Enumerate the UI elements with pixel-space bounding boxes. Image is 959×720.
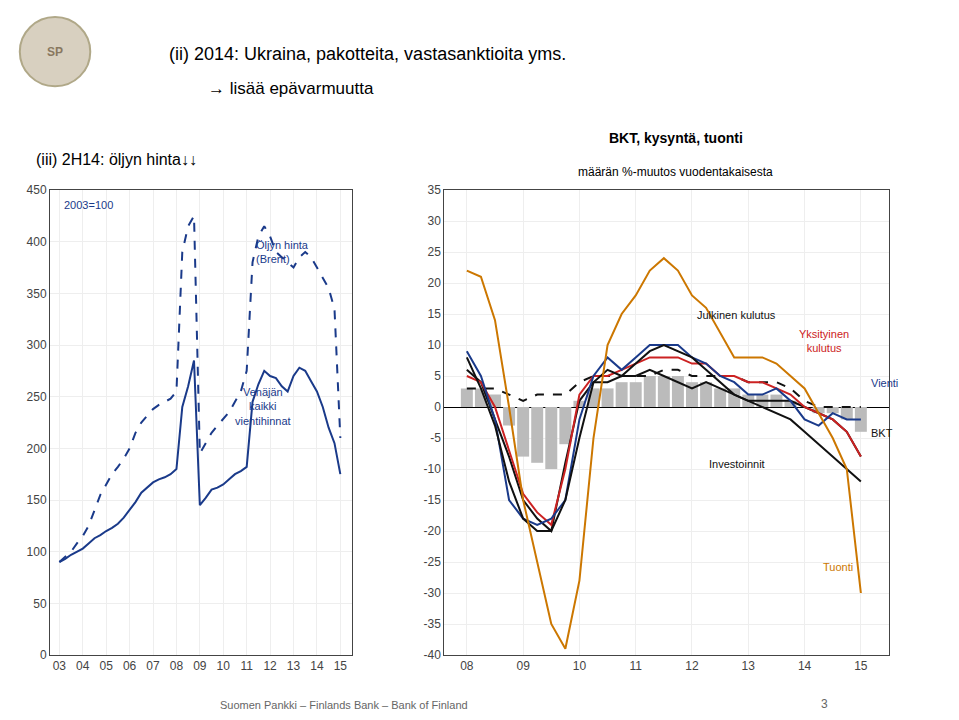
svg-text:-20: -20: [424, 524, 442, 538]
svg-text:Yksityinenkulutus: Yksityinenkulutus: [799, 328, 849, 354]
svg-text:15: 15: [428, 307, 442, 321]
svg-text:Suomen Pankki – Finlands Bank: Suomen Pankki – Finlands Bank – Bank of …: [220, 699, 468, 711]
svg-text:13: 13: [287, 659, 301, 673]
svg-text:SP: SP: [47, 45, 63, 59]
svg-text:06: 06: [123, 659, 137, 673]
svg-text:09: 09: [516, 659, 530, 673]
svg-text:13: 13: [742, 659, 756, 673]
svg-text:-35: -35: [424, 617, 442, 631]
svg-text:300: 300: [27, 338, 47, 352]
svg-text:10: 10: [428, 338, 442, 352]
svg-text:-15: -15: [424, 493, 442, 507]
svg-text:04: 04: [76, 659, 90, 673]
svg-text:10: 10: [217, 659, 231, 673]
svg-text:200: 200: [27, 442, 47, 456]
svg-text:15: 15: [854, 659, 868, 673]
svg-text:-40: -40: [424, 648, 442, 662]
svg-text:15: 15: [334, 659, 348, 673]
svg-text:450: 450: [27, 183, 47, 197]
svg-text:400: 400: [27, 235, 47, 249]
svg-text:Venäjänkaikkivientihinnat: Venäjänkaikkivientihinnat: [235, 386, 291, 427]
svg-text:-10: -10: [424, 462, 442, 476]
svg-text:14: 14: [798, 659, 812, 673]
svg-text:Tuonti: Tuonti: [823, 561, 853, 573]
svg-text:Investoinnit: Investoinnit: [709, 458, 765, 470]
svg-text:25: 25: [428, 245, 442, 259]
svg-text:12: 12: [263, 659, 277, 673]
svg-text:3: 3: [821, 697, 828, 711]
svg-text:09: 09: [193, 659, 207, 673]
svg-text:250: 250: [27, 390, 47, 404]
svg-text:12: 12: [685, 659, 699, 673]
svg-text:14: 14: [310, 659, 324, 673]
svg-text:-30: -30: [424, 586, 442, 600]
svg-text:Öljyn hinta(Brent): Öljyn hinta(Brent): [256, 239, 309, 265]
svg-text:Vienti: Vienti: [871, 377, 898, 389]
svg-text:350: 350: [27, 287, 47, 301]
svg-text:-5: -5: [430, 431, 441, 445]
svg-text:BKT, kysyntä, tuonti: BKT, kysyntä, tuonti: [609, 130, 743, 146]
svg-text:11: 11: [629, 659, 642, 673]
svg-text:→ lisää epävarmuutta: → lisää epävarmuutta: [208, 79, 374, 98]
svg-text:100: 100: [27, 545, 47, 559]
svg-text:10: 10: [573, 659, 587, 673]
svg-text:07: 07: [146, 659, 160, 673]
svg-text:Julkinen kulutus: Julkinen kulutus: [697, 309, 776, 321]
svg-text:määrän %-muutos vuodentakaises: määrän %-muutos vuodentakaisesta: [578, 165, 773, 179]
svg-text:0: 0: [40, 648, 47, 662]
svg-text:03: 03: [53, 659, 67, 673]
svg-text:5: 5: [434, 369, 441, 383]
svg-text:(iii) 2H14: öljyn hinta↓↓: (iii) 2H14: öljyn hinta↓↓: [36, 151, 197, 168]
svg-text:50: 50: [33, 597, 47, 611]
svg-text:BKT: BKT: [871, 427, 893, 439]
svg-text:11: 11: [240, 659, 253, 673]
svg-text:0: 0: [434, 400, 441, 414]
svg-text:150: 150: [27, 493, 47, 507]
svg-text:-25: -25: [424, 555, 442, 569]
svg-text:05: 05: [100, 659, 114, 673]
svg-text:08: 08: [460, 659, 474, 673]
svg-text:20: 20: [428, 276, 442, 290]
svg-text:2003=100: 2003=100: [64, 199, 113, 211]
svg-text:35: 35: [428, 183, 442, 197]
svg-text:(ii) 2014: Ukraina, pakotteita: (ii) 2014: Ukraina, pakotteita, vastasan…: [169, 44, 566, 64]
svg-text:30: 30: [428, 214, 442, 228]
svg-text:08: 08: [170, 659, 184, 673]
